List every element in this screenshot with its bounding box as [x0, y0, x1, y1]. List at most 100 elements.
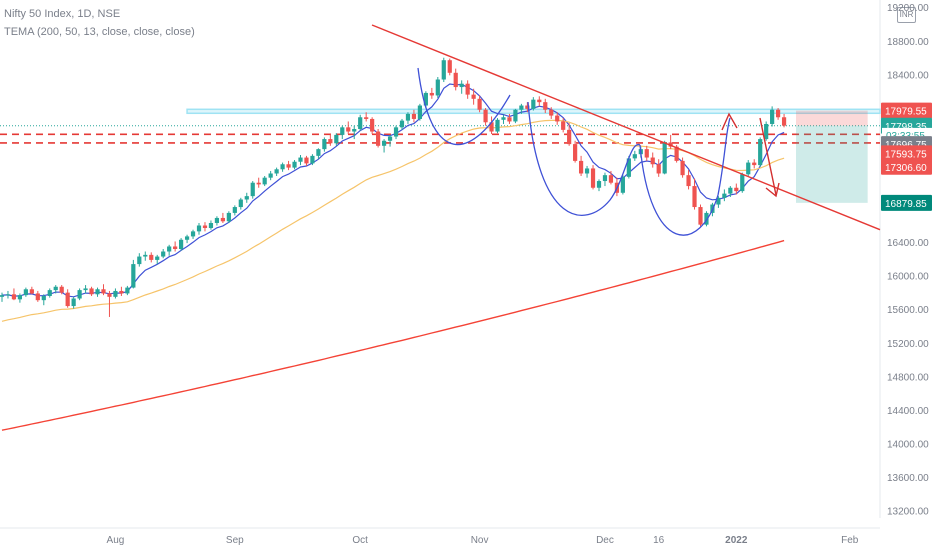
- candle-body: [620, 176, 625, 193]
- candle-body: [35, 293, 40, 301]
- candle-body: [584, 168, 590, 174]
- y-tick-label: 13600.00: [887, 473, 929, 484]
- candle-body: [543, 102, 548, 110]
- candle-body: [119, 290, 124, 294]
- candle-body: [602, 175, 608, 182]
- candle-body: [680, 160, 685, 176]
- candle-body: [393, 127, 399, 137]
- candle-body: [674, 146, 679, 161]
- candle-body: [477, 98, 482, 110]
- candle-body: [668, 142, 673, 147]
- candle-body: [567, 129, 572, 145]
- candle-body: [316, 149, 321, 156]
- tema-mid-line: [1, 119, 785, 322]
- candle-body: [286, 164, 291, 168]
- candle-body: [298, 157, 303, 162]
- pattern-arc-right: [639, 117, 731, 236]
- candles-group: [0, 57, 787, 317]
- candle-body: [399, 120, 405, 128]
- candle-body: [340, 127, 345, 135]
- candle-body: [722, 193, 727, 198]
- down-arrow-shaft: [759, 117, 777, 196]
- candle-body: [65, 292, 70, 307]
- candle-body: [59, 286, 64, 293]
- price-tag: 17593.75: [881, 145, 932, 162]
- candle-body: [381, 140, 387, 146]
- candle-body: [590, 168, 596, 188]
- x-tick-label: 16: [653, 535, 665, 546]
- candle-body: [352, 129, 357, 132]
- candle-body: [220, 217, 225, 222]
- tema-fast-line: [1, 83, 785, 298]
- candle-body: [214, 217, 220, 223]
- y-tick-label: 14400.00: [887, 406, 929, 417]
- price-tag-label: 17798.35: [885, 122, 927, 133]
- candle-body: [304, 157, 309, 164]
- candle-body: [692, 186, 697, 208]
- candle-body: [262, 177, 267, 185]
- candle-body: [53, 286, 58, 291]
- candle-body: [608, 175, 614, 183]
- price-tag-label: 17306.60: [885, 163, 927, 174]
- y-tick-label: 16400.00: [887, 238, 929, 249]
- candle-body: [746, 162, 751, 175]
- candle-body: [555, 115, 560, 122]
- candle-body: [728, 187, 733, 194]
- price-tag-label: 17593.75: [885, 149, 927, 160]
- y-tick-label: 18400.00: [887, 70, 929, 81]
- candle-body: [752, 162, 757, 166]
- y-tick-label: 14800.00: [887, 372, 929, 383]
- candle-body: [704, 212, 709, 225]
- candle-body: [113, 290, 118, 297]
- x-tick-label: 2022: [725, 535, 748, 546]
- candle-body: [173, 246, 178, 249]
- candle-body: [429, 92, 434, 96]
- candle-body: [578, 160, 584, 174]
- candle-body: [29, 289, 34, 294]
- candle-body: [358, 117, 363, 130]
- x-tick-label: Oct: [352, 535, 368, 546]
- candle-body: [376, 131, 381, 146]
- candle-body: [495, 119, 500, 132]
- candle-body: [322, 139, 327, 150]
- candle-body: [77, 290, 82, 299]
- up-arrow-mark: [721, 112, 738, 131]
- candle-body: [17, 295, 23, 300]
- price-tag-bg: [881, 194, 932, 211]
- x-tick-label: Aug: [107, 535, 125, 546]
- candle-body: [334, 134, 339, 144]
- candle-body: [310, 155, 315, 164]
- price-tag-label: 16879.85: [885, 199, 927, 210]
- candle-body: [167, 246, 172, 252]
- candle-body: [549, 109, 554, 116]
- price-tag-bg: [881, 145, 932, 162]
- candle-body: [740, 174, 745, 192]
- price-tag: 17306.60: [881, 158, 932, 175]
- candle-body: [184, 236, 190, 240]
- candle-body: [328, 139, 333, 144]
- candle-body: [405, 113, 411, 121]
- candle-body: [107, 293, 112, 297]
- candle-body: [137, 256, 142, 265]
- candle-body: [465, 83, 470, 95]
- candle-body: [280, 164, 285, 170]
- pattern-arc-left: [417, 67, 511, 146]
- candle-body: [626, 158, 631, 177]
- candle-body: [531, 99, 536, 109]
- candle-body: [161, 251, 166, 257]
- y-tick-label: 15600.00: [887, 305, 929, 316]
- candle-body: [698, 207, 703, 225]
- target-zone: [796, 125, 868, 203]
- price-tag-bg: [881, 102, 932, 119]
- candle-body: [244, 196, 249, 200]
- currency-badge[interactable]: INR: [897, 7, 916, 23]
- candle-body: [346, 127, 351, 132]
- candle-body: [644, 149, 649, 158]
- x-tick-label: Feb: [841, 535, 859, 546]
- candle-body: [453, 72, 458, 88]
- candle-body: [95, 289, 100, 295]
- candle-body: [489, 122, 494, 132]
- price-tag: 16879.85: [881, 194, 932, 211]
- y-tick-label: 18800.00: [887, 37, 929, 48]
